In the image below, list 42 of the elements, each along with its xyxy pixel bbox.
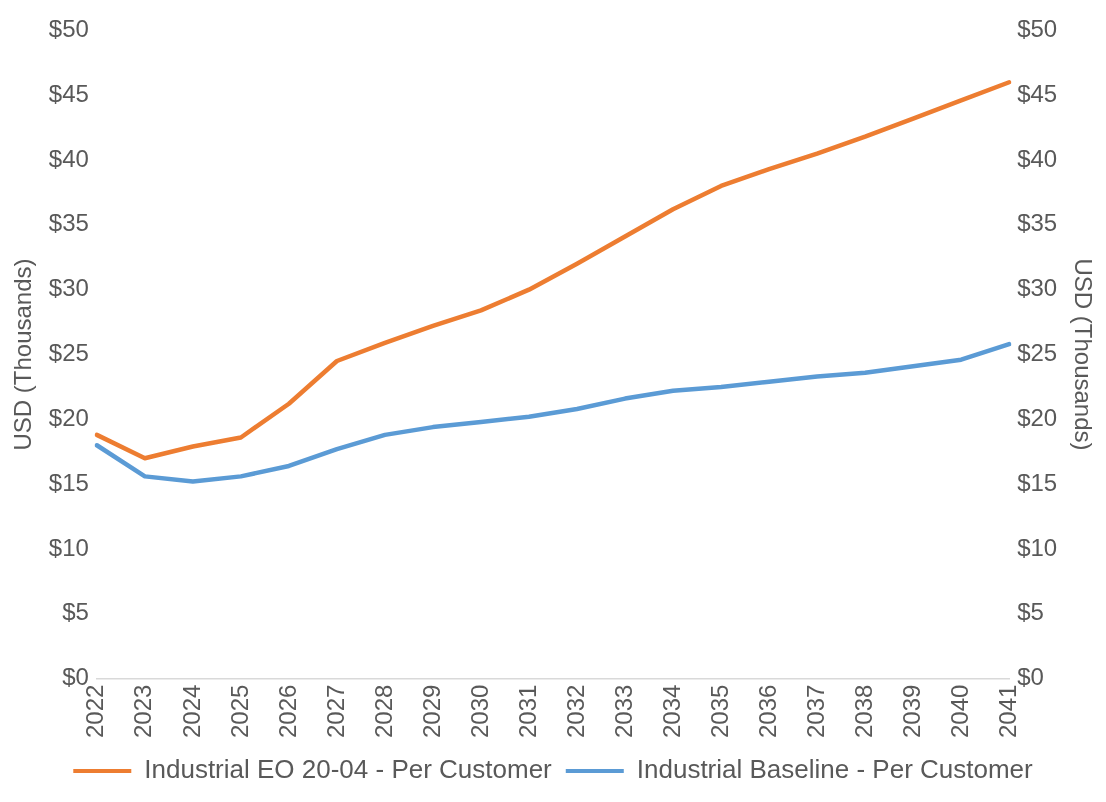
x-tick-label: 2030 [465, 684, 493, 738]
x-tick-label: 2027 [321, 684, 349, 738]
y-tick-label: $45 [48, 79, 89, 107]
y2-tick-label: $20 [1017, 403, 1058, 431]
x-tick-label: 2039 [897, 684, 925, 738]
y2-tick-label: $40 [1017, 144, 1058, 172]
y-tick-label: $5 [62, 598, 89, 626]
y-tick-label: $35 [48, 209, 89, 237]
x-tick-label: 2036 [753, 684, 781, 738]
y-tick-label: $10 [48, 533, 89, 561]
x-tick-label: 2040 [945, 684, 973, 738]
x-tick-label: 2025 [225, 684, 253, 738]
x-tick-label: 2029 [417, 684, 445, 738]
y2-axis-title: USD (Thousands) [1069, 258, 1097, 451]
x-tick-label: 2034 [657, 684, 685, 738]
x-tick-label: 2037 [801, 684, 829, 738]
y2-tick-label: $10 [1017, 533, 1058, 561]
x-tick-label: 2032 [561, 684, 589, 738]
x-tick-label: 2024 [177, 684, 205, 738]
x-tick-label: 2028 [369, 684, 397, 738]
x-tick-label: 2023 [129, 684, 157, 738]
x-tick-label: 2031 [513, 684, 541, 738]
y-tick-label: $25 [48, 339, 89, 367]
y-tick-label: $15 [48, 468, 89, 496]
y-axis-title: USD (Thousands) [9, 258, 37, 451]
y2-tick-label: $25 [1017, 339, 1058, 367]
x-tick-label: 2033 [609, 684, 637, 738]
y2-tick-label: $30 [1017, 274, 1058, 302]
legend-label: Industrial Baseline - Per Customer [636, 754, 1034, 785]
legend-label: Industrial EO 20-04 - Per Customer [144, 754, 553, 785]
y2-tick-label: $35 [1017, 209, 1058, 237]
x-tick-label: 2035 [705, 684, 733, 738]
y-tick-label: $20 [48, 403, 89, 431]
y2-tick-label: $45 [1017, 79, 1058, 107]
x-tick-label: 2038 [849, 684, 877, 738]
y-tick-label: $50 [48, 15, 89, 43]
y-tick-label: $40 [48, 144, 89, 172]
x-tick-label: 2026 [273, 684, 301, 738]
y2-tick-label: $5 [1017, 598, 1044, 626]
y-tick-label: $30 [48, 274, 89, 302]
y2-tick-label: $15 [1017, 468, 1058, 496]
y2-tick-label: $50 [1017, 15, 1058, 43]
